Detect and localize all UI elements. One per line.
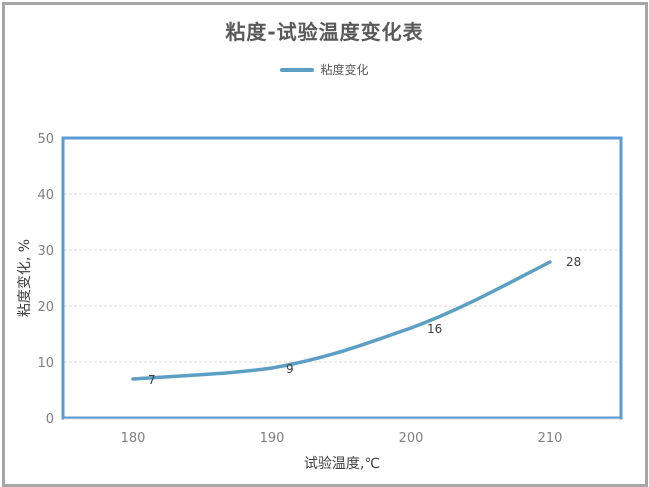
y-axis-title: 粘度变化, % xyxy=(17,239,33,317)
gridlines xyxy=(64,193,620,363)
y-axis-ticks: 0 10 20 30 40 50 xyxy=(37,132,54,427)
legend[interactable]: 粘度变化 xyxy=(0,61,649,78)
x-tick: 200 xyxy=(399,431,424,446)
data-label: 7 xyxy=(148,373,156,387)
legend-line-swatch-icon xyxy=(280,67,315,72)
chart-title: 粘度-试验温度变化表 xyxy=(225,20,424,44)
x-tick: 210 xyxy=(538,431,563,446)
x-tick: 180 xyxy=(121,431,146,446)
y-tick: 50 xyxy=(37,132,54,147)
y-tick: 0 xyxy=(46,412,54,427)
plot-frame xyxy=(61,136,623,420)
data-label: 16 xyxy=(427,322,442,336)
x-axis-ticks: 180 190 200 210 xyxy=(121,431,563,446)
legend-label: 粘度变化 xyxy=(320,63,369,77)
y-tick: 30 xyxy=(37,244,54,259)
x-tick: 190 xyxy=(260,431,285,446)
data-label: 9 xyxy=(286,362,294,376)
x-axis-title: 试验温度,℃ xyxy=(304,456,380,472)
y-tick: 10 xyxy=(37,356,54,371)
y-tick: 40 xyxy=(37,188,54,203)
series-line-viscosity[interactable] xyxy=(131,260,552,381)
data-label: 28 xyxy=(566,255,581,269)
y-tick: 20 xyxy=(37,300,54,315)
